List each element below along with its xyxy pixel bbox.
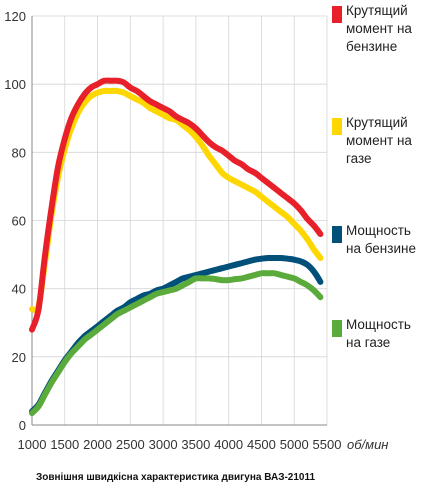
legend-label-line: Мощность [346,223,411,238]
x-tick-label: 5500 [313,437,342,452]
chart-caption: Зовнішня швидкісна характеристика двигун… [36,472,316,483]
legend-swatch-torque-petrol [332,6,342,23]
legend-label-line: газе [346,151,372,166]
series-torque-petrol [29,77,324,333]
y-tick-label: 0 [19,418,26,433]
series-layer [29,77,324,417]
legend-label-line: на бензине [346,241,416,256]
series-power-petrol [29,254,324,415]
series-power-gas [29,270,324,417]
legend-label-line: Крутящий [346,115,408,130]
series-torque-gas [29,87,324,314]
y-tick-label: 60 [12,214,26,229]
x-tick-label: 1500 [50,437,79,452]
x-tick-label: 4000 [214,437,243,452]
y-tick-label: 80 [12,145,26,160]
x-tick-label: 4500 [247,437,276,452]
grid [31,15,328,426]
x-axis-label: об/мин [347,437,388,452]
legend-label-line: Крутящий [346,3,408,18]
y-tick-label: 120 [4,9,26,24]
y-tick-label: 20 [12,350,26,365]
legend-label-line: Мощность [346,317,411,332]
x-tick-label: 2500 [116,437,145,452]
legend-swatch-torque-gas [332,118,342,135]
legend-swatch-power-gas [332,320,342,337]
x-tick-label: 1000 [18,437,47,452]
legend-label-line: на газе [346,335,391,350]
x-tick-label: 2000 [83,437,112,452]
legend-swatch-power-petrol [332,226,342,243]
legend-label-line: момент на [346,133,412,148]
legend-label-line: бензине [346,39,398,54]
y-tick-label: 100 [4,77,26,92]
x-tick-label: 5000 [280,437,309,452]
x-tick-label: 3000 [149,437,178,452]
y-tick-label: 40 [12,282,26,297]
x-tick-label: 3500 [181,437,210,452]
legend-label-line: момент на [346,21,412,36]
